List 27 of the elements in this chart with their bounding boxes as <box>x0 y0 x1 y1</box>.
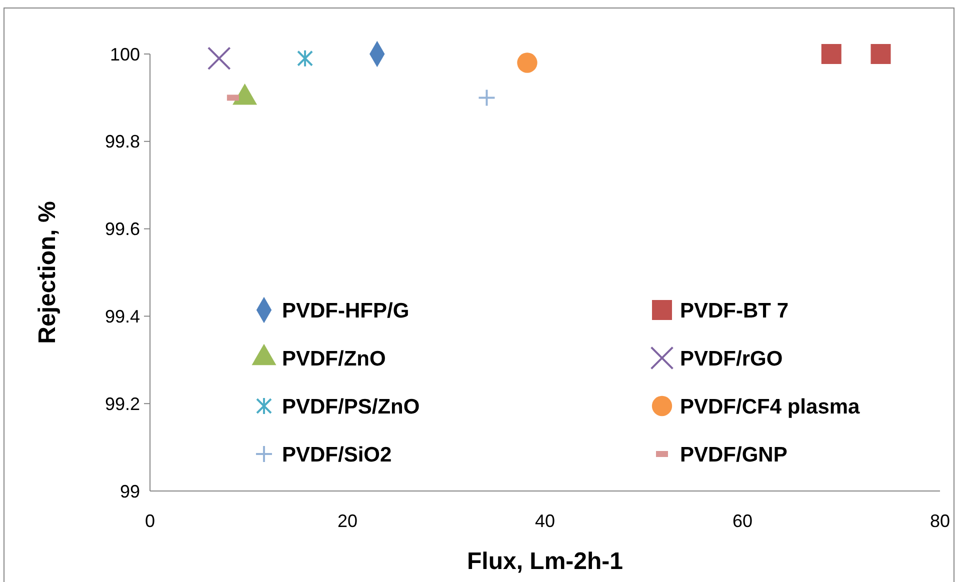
y-tick-label: 100 <box>110 44 140 64</box>
legend-label: PVDF/rGO <box>680 347 783 370</box>
y-tick-label: 99.8 <box>104 132 140 152</box>
legend-label: PVDF/SiO2 <box>282 443 392 466</box>
x-tick-label: 80 <box>930 511 950 531</box>
point <box>517 52 538 73</box>
legend-label: PVDF-HFP/G <box>282 299 410 322</box>
point <box>821 44 842 64</box>
point <box>870 44 891 64</box>
point <box>207 46 231 70</box>
legend-label: PVDF/GNP <box>680 443 788 466</box>
point <box>297 49 314 68</box>
x-tick-label: 40 <box>534 511 556 531</box>
legend-label: PVDF/ZnO <box>282 347 386 370</box>
x-tick-label: 0 <box>144 511 156 531</box>
y-tick-label: 99.2 <box>104 394 140 414</box>
x-tick-label: 60 <box>732 511 753 531</box>
y-tick-label: 99 <box>120 481 140 502</box>
legend-label: PVDF/CF4 plasma <box>680 395 860 418</box>
y-axis-title: Rejection, % <box>34 201 61 344</box>
legend-label: PVDF-BT 7 <box>680 299 789 322</box>
x-tick-label: 20 <box>337 511 358 531</box>
legend-label: PVDF/PS/ZnO <box>282 395 420 418</box>
x-axis-title: Flux, Lm-2h-1 <box>466 548 624 575</box>
y-tick-label: 99.6 <box>104 219 140 240</box>
point <box>478 88 496 107</box>
y-tick-label: 99.4 <box>104 306 140 326</box>
